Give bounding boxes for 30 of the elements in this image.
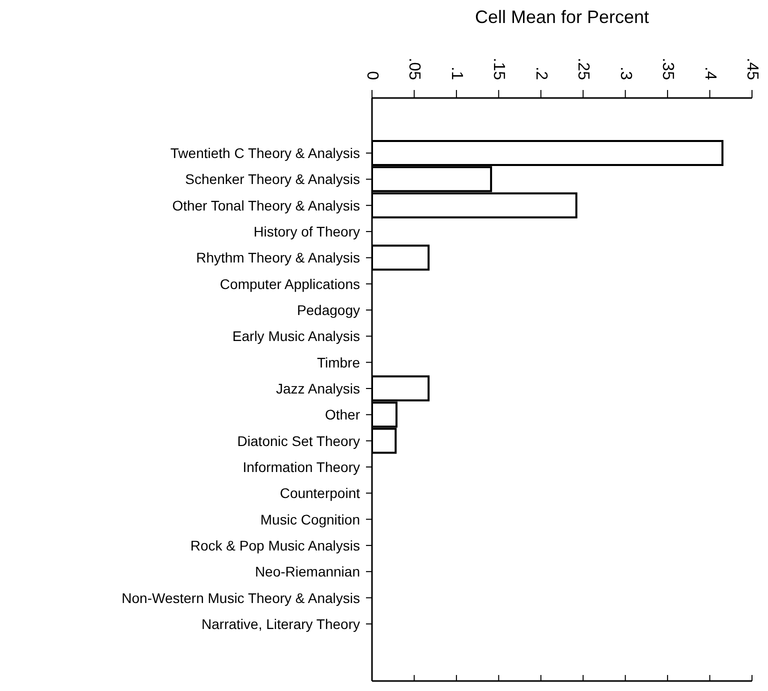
- x-tick-label: .05: [406, 58, 423, 80]
- y-tick-label: Other: [324, 406, 360, 423]
- y-tick-label: Timbre: [316, 354, 360, 370]
- y-tick-label: Jazz Analysis: [276, 380, 360, 396]
- x-tick-label: .35: [659, 58, 676, 80]
- y-tick-label: Schenker Theory & Analysis: [185, 171, 360, 188]
- y-tick-label: Neo-Riemannian: [254, 564, 360, 580]
- y-tick-label: Early Music Analysis: [232, 328, 360, 344]
- x-tick-label: .15: [490, 58, 508, 80]
- y-tick-label: Pedagogy: [296, 302, 360, 318]
- x-tick-label: .25: [574, 58, 592, 80]
- y-tick-label: Rhythm Theory & Analysis: [196, 250, 360, 266]
- y-tick-label: Twentieth C Theory & Analysis: [170, 145, 360, 162]
- x-tick-label: .4: [701, 66, 718, 80]
- y-tick-label: Diatonic Set Theory: [237, 432, 360, 449]
- y-tick-label: Music Cognition: [260, 511, 360, 528]
- x-tick-label: 0: [364, 71, 380, 80]
- x-tick-label: .2: [532, 66, 550, 80]
- y-tick-label: Narrative, Literary Theory: [202, 616, 360, 632]
- y-tick-label: Rock & Pop Music Analysis: [190, 537, 360, 554]
- y-tick-label: Counterpoint: [280, 485, 360, 502]
- x-tick-label: .1: [448, 66, 465, 80]
- y-tick-label: Other Tonal Theory & Analysis: [172, 197, 360, 214]
- x-axis-title: Cell Mean for Percent: [474, 6, 650, 27]
- x-tick-label: .45: [744, 58, 760, 80]
- y-tick-label: Non-Western Music Theory & Analysis: [122, 590, 360, 606]
- y-tick-label: Computer Applications: [220, 276, 360, 292]
- x-tick-label: .3: [616, 66, 634, 80]
- y-tick-label: Information Theory: [242, 458, 360, 475]
- y-tick-label: History of Theory: [254, 224, 360, 240]
